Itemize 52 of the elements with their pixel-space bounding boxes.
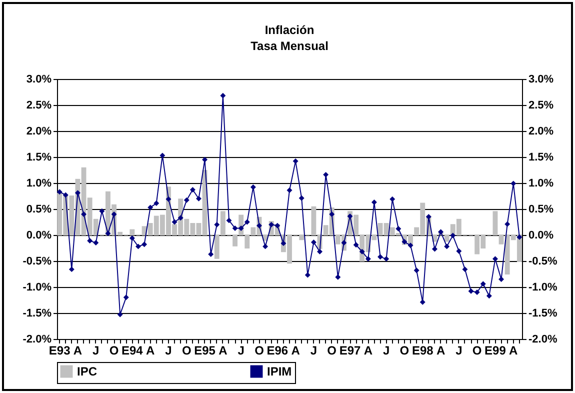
- x-tick-label: O: [327, 344, 337, 358]
- y2-tick-label: -1.5%: [528, 308, 558, 320]
- y-tick-label: 0.5%: [26, 204, 52, 216]
- y2-tick-label: -0.5%: [528, 256, 558, 268]
- x-tick-label: E99: [484, 344, 506, 358]
- legend-label: IPC: [77, 364, 98, 379]
- y2-tick-label: 1.5%: [528, 152, 554, 164]
- x-tick-label: E96: [266, 344, 288, 358]
- x-tick-label: A: [291, 344, 300, 358]
- y-tick-label: 1.5%: [26, 152, 52, 164]
- x-tick-label: J: [456, 344, 462, 358]
- y-tick-label: -1.0%: [22, 282, 52, 294]
- y2-tick-label: 1.0%: [528, 178, 554, 190]
- x-tick-label: O: [400, 344, 410, 358]
- x-tick-label: J: [165, 344, 172, 358]
- x-tick-label: O: [109, 344, 119, 358]
- x-tick-label: O: [254, 344, 264, 358]
- x-tick-label: A: [73, 344, 82, 358]
- x-tick-label: E94: [122, 344, 144, 358]
- y2-tick-label: 2.0%: [528, 126, 554, 138]
- y-tick-label: -0.5%: [22, 256, 52, 268]
- y2-tick-label: 0.0%: [528, 230, 554, 242]
- y-tick-label: 2.5%: [26, 100, 52, 112]
- y-tick-label: 1.0%: [26, 178, 52, 190]
- x-tick-label: E95: [194, 344, 216, 358]
- x-tick-label: O: [472, 344, 482, 358]
- x-tick-label: A: [218, 344, 228, 358]
- x-tick-label: J: [92, 344, 100, 358]
- y-tick-label: -2.0%: [22, 334, 52, 346]
- x-tick-label: J: [382, 344, 390, 358]
- x-tick-label: A: [509, 344, 518, 358]
- x-tick-label: A: [436, 344, 446, 358]
- y-tick-label: 3.0%: [26, 74, 52, 86]
- y2-tick-label: 2.5%: [528, 100, 554, 112]
- x-tick-label: A: [146, 344, 155, 358]
- x-tick-label: O: [182, 344, 192, 358]
- y2-tick-label: -1.0%: [528, 282, 558, 294]
- x-tick-label: J: [238, 344, 244, 358]
- x-tick-label: E98: [412, 344, 434, 358]
- x-tick-label: J: [310, 344, 318, 358]
- chart-title: Inflación: [264, 23, 314, 37]
- y2-tick-label: -2.0%: [528, 334, 558, 346]
- y-tick-label: 2.0%: [26, 126, 52, 138]
- x-tick-label: E97: [339, 344, 362, 358]
- x-tick-label: E93: [48, 344, 71, 358]
- y2-tick-label: 0.5%: [528, 204, 554, 216]
- y-tick-label: 0.0%: [26, 230, 52, 242]
- y-tick-label: -1.5%: [22, 308, 52, 320]
- chart-subtitle: Tasa Mensual: [250, 39, 328, 53]
- x-tick-label: A: [364, 344, 373, 358]
- y2-tick-label: 3.0%: [528, 74, 554, 86]
- legend-label: IPIM: [267, 364, 292, 379]
